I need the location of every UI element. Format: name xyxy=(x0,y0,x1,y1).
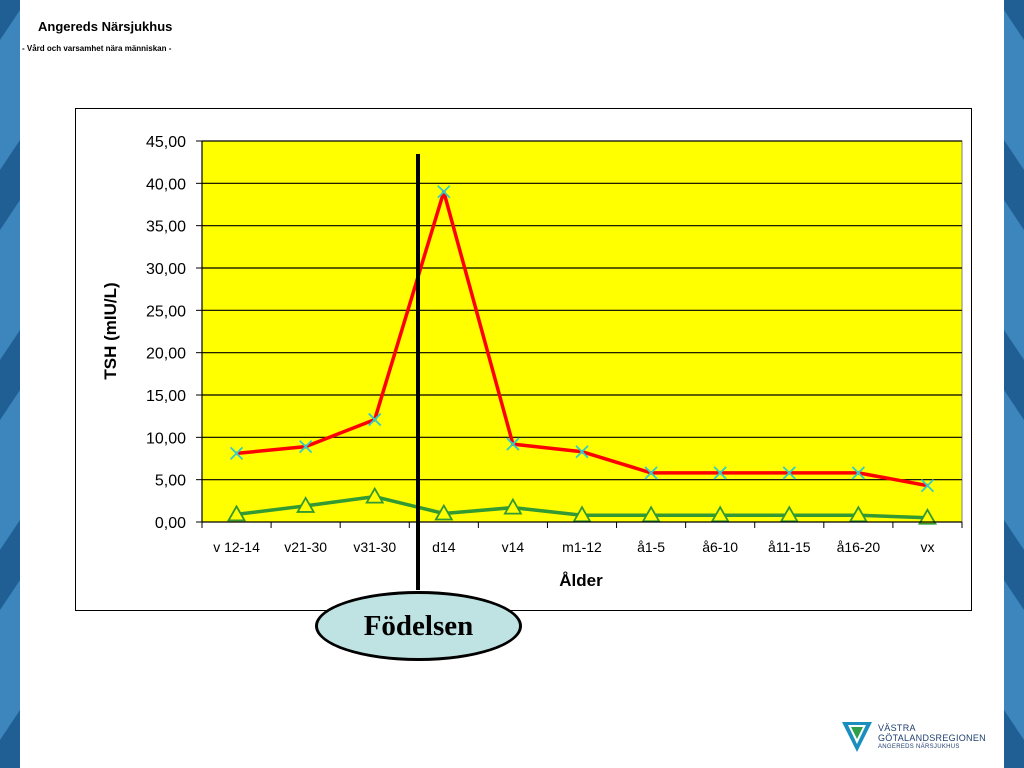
data-point-triangle-marker xyxy=(779,505,799,523)
data-point-triangle-marker xyxy=(917,507,938,525)
x-marker-stroke xyxy=(575,445,589,459)
x-tick-label: v31-30 xyxy=(353,539,396,555)
data-point-x-marker xyxy=(437,185,451,199)
y-tick-label: 10,00 xyxy=(146,430,186,447)
x-marker-stroke xyxy=(782,466,796,480)
x-marker-stroke xyxy=(644,466,658,480)
data-point-x-marker xyxy=(713,466,727,480)
data-point-x-marker xyxy=(368,412,382,427)
y-axis-title: TSH (mIU/L) xyxy=(101,282,120,379)
y-tick-label: 45,00 xyxy=(146,134,186,151)
birth-label: Födelsen xyxy=(315,591,522,661)
vgr-logo: VÄSTRA GÖTALANDSREGIONEN ANGEREDS NÄRSJU… xyxy=(842,720,1002,758)
tsh-line-chart: 0,00 5,00 10,00 15,00 20,00 25,00 30,00 35,00 40… xyxy=(101,134,963,590)
x-marker-stroke xyxy=(437,185,451,199)
y-tick-label: 15,00 xyxy=(146,388,186,405)
x-marker-stroke xyxy=(298,440,313,454)
x-marker-stroke xyxy=(920,478,935,493)
plot-area xyxy=(201,140,963,523)
x-marker-stroke xyxy=(713,466,727,480)
data-point-x-marker xyxy=(229,446,244,461)
y-tick-label: 0,00 xyxy=(155,515,186,532)
data-point-x-marker xyxy=(920,478,935,493)
logo-line-3: ANGEREDS NÄRSJUKHUS xyxy=(878,744,960,750)
data-point-x-marker xyxy=(298,440,313,454)
data-point-x-marker xyxy=(644,466,658,480)
x-tick-label: å1-5 xyxy=(637,539,665,555)
data-point-x-marker xyxy=(851,466,866,480)
x-marker-stroke xyxy=(851,466,866,480)
left-decor-band xyxy=(0,0,20,768)
y-tick-label: 25,00 xyxy=(146,303,186,320)
x-marker-stroke xyxy=(506,437,520,451)
right-decor-band xyxy=(1004,0,1024,768)
x-axis-title: Ålder xyxy=(559,571,603,590)
y-tick-label: 40,00 xyxy=(146,176,186,193)
x-tick-label: v14 xyxy=(502,539,525,555)
data-point-triangle-marker xyxy=(848,505,868,523)
data-point-x-marker xyxy=(782,466,796,480)
data-point-triangle-marker xyxy=(296,496,316,513)
data-point-triangle-marker xyxy=(503,497,523,515)
x-tick-label: vx xyxy=(920,539,934,555)
hospital-slogan: - Vård och varsamhet nära människan - xyxy=(22,44,172,53)
x-tick-label: m1-12 xyxy=(562,539,602,555)
x-tick-label: v 12-14 xyxy=(213,539,260,555)
data-point-triangle-marker xyxy=(641,505,661,523)
birth-marker-line xyxy=(416,154,420,590)
x-tick-label: d14 xyxy=(432,539,456,555)
logo-line-2: GÖTALANDSREGIONEN xyxy=(878,733,986,743)
data-point-triangle-marker xyxy=(365,486,385,504)
data-point-triangle-marker xyxy=(710,505,730,523)
x-marker-stroke xyxy=(229,446,244,461)
x-marker-stroke xyxy=(368,412,382,427)
x-tick-label: å6-10 xyxy=(702,539,738,555)
vgr-logo-icon xyxy=(842,722,872,752)
data-point-triangle-marker xyxy=(226,504,247,522)
data-point-x-marker xyxy=(506,437,520,451)
y-tick-label: 30,00 xyxy=(146,261,186,278)
x-tick-label: å11-15 xyxy=(768,539,811,555)
vgr-logo-text: VÄSTRA GÖTALANDSREGIONEN ANGEREDS NÄRSJU… xyxy=(878,723,986,751)
data-point-triangle-marker xyxy=(572,505,592,523)
y-tick-label: 35,00 xyxy=(146,219,186,236)
data-point-triangle-marker xyxy=(434,503,454,521)
hospital-name: Angereds Närsjukhus xyxy=(38,19,173,34)
chart-frame: 0,00 5,00 10,00 15,00 20,00 25,00 30,00 35,00 40… xyxy=(75,108,972,611)
y-tick-label: 5,00 xyxy=(155,473,186,490)
data-point-x-marker xyxy=(575,445,589,459)
y-tick-label: 20,00 xyxy=(146,346,186,363)
x-tick-label: å16-20 xyxy=(837,539,881,555)
x-tick-label: v21-30 xyxy=(284,539,327,555)
logo-line-1: VÄSTRA xyxy=(878,723,916,733)
